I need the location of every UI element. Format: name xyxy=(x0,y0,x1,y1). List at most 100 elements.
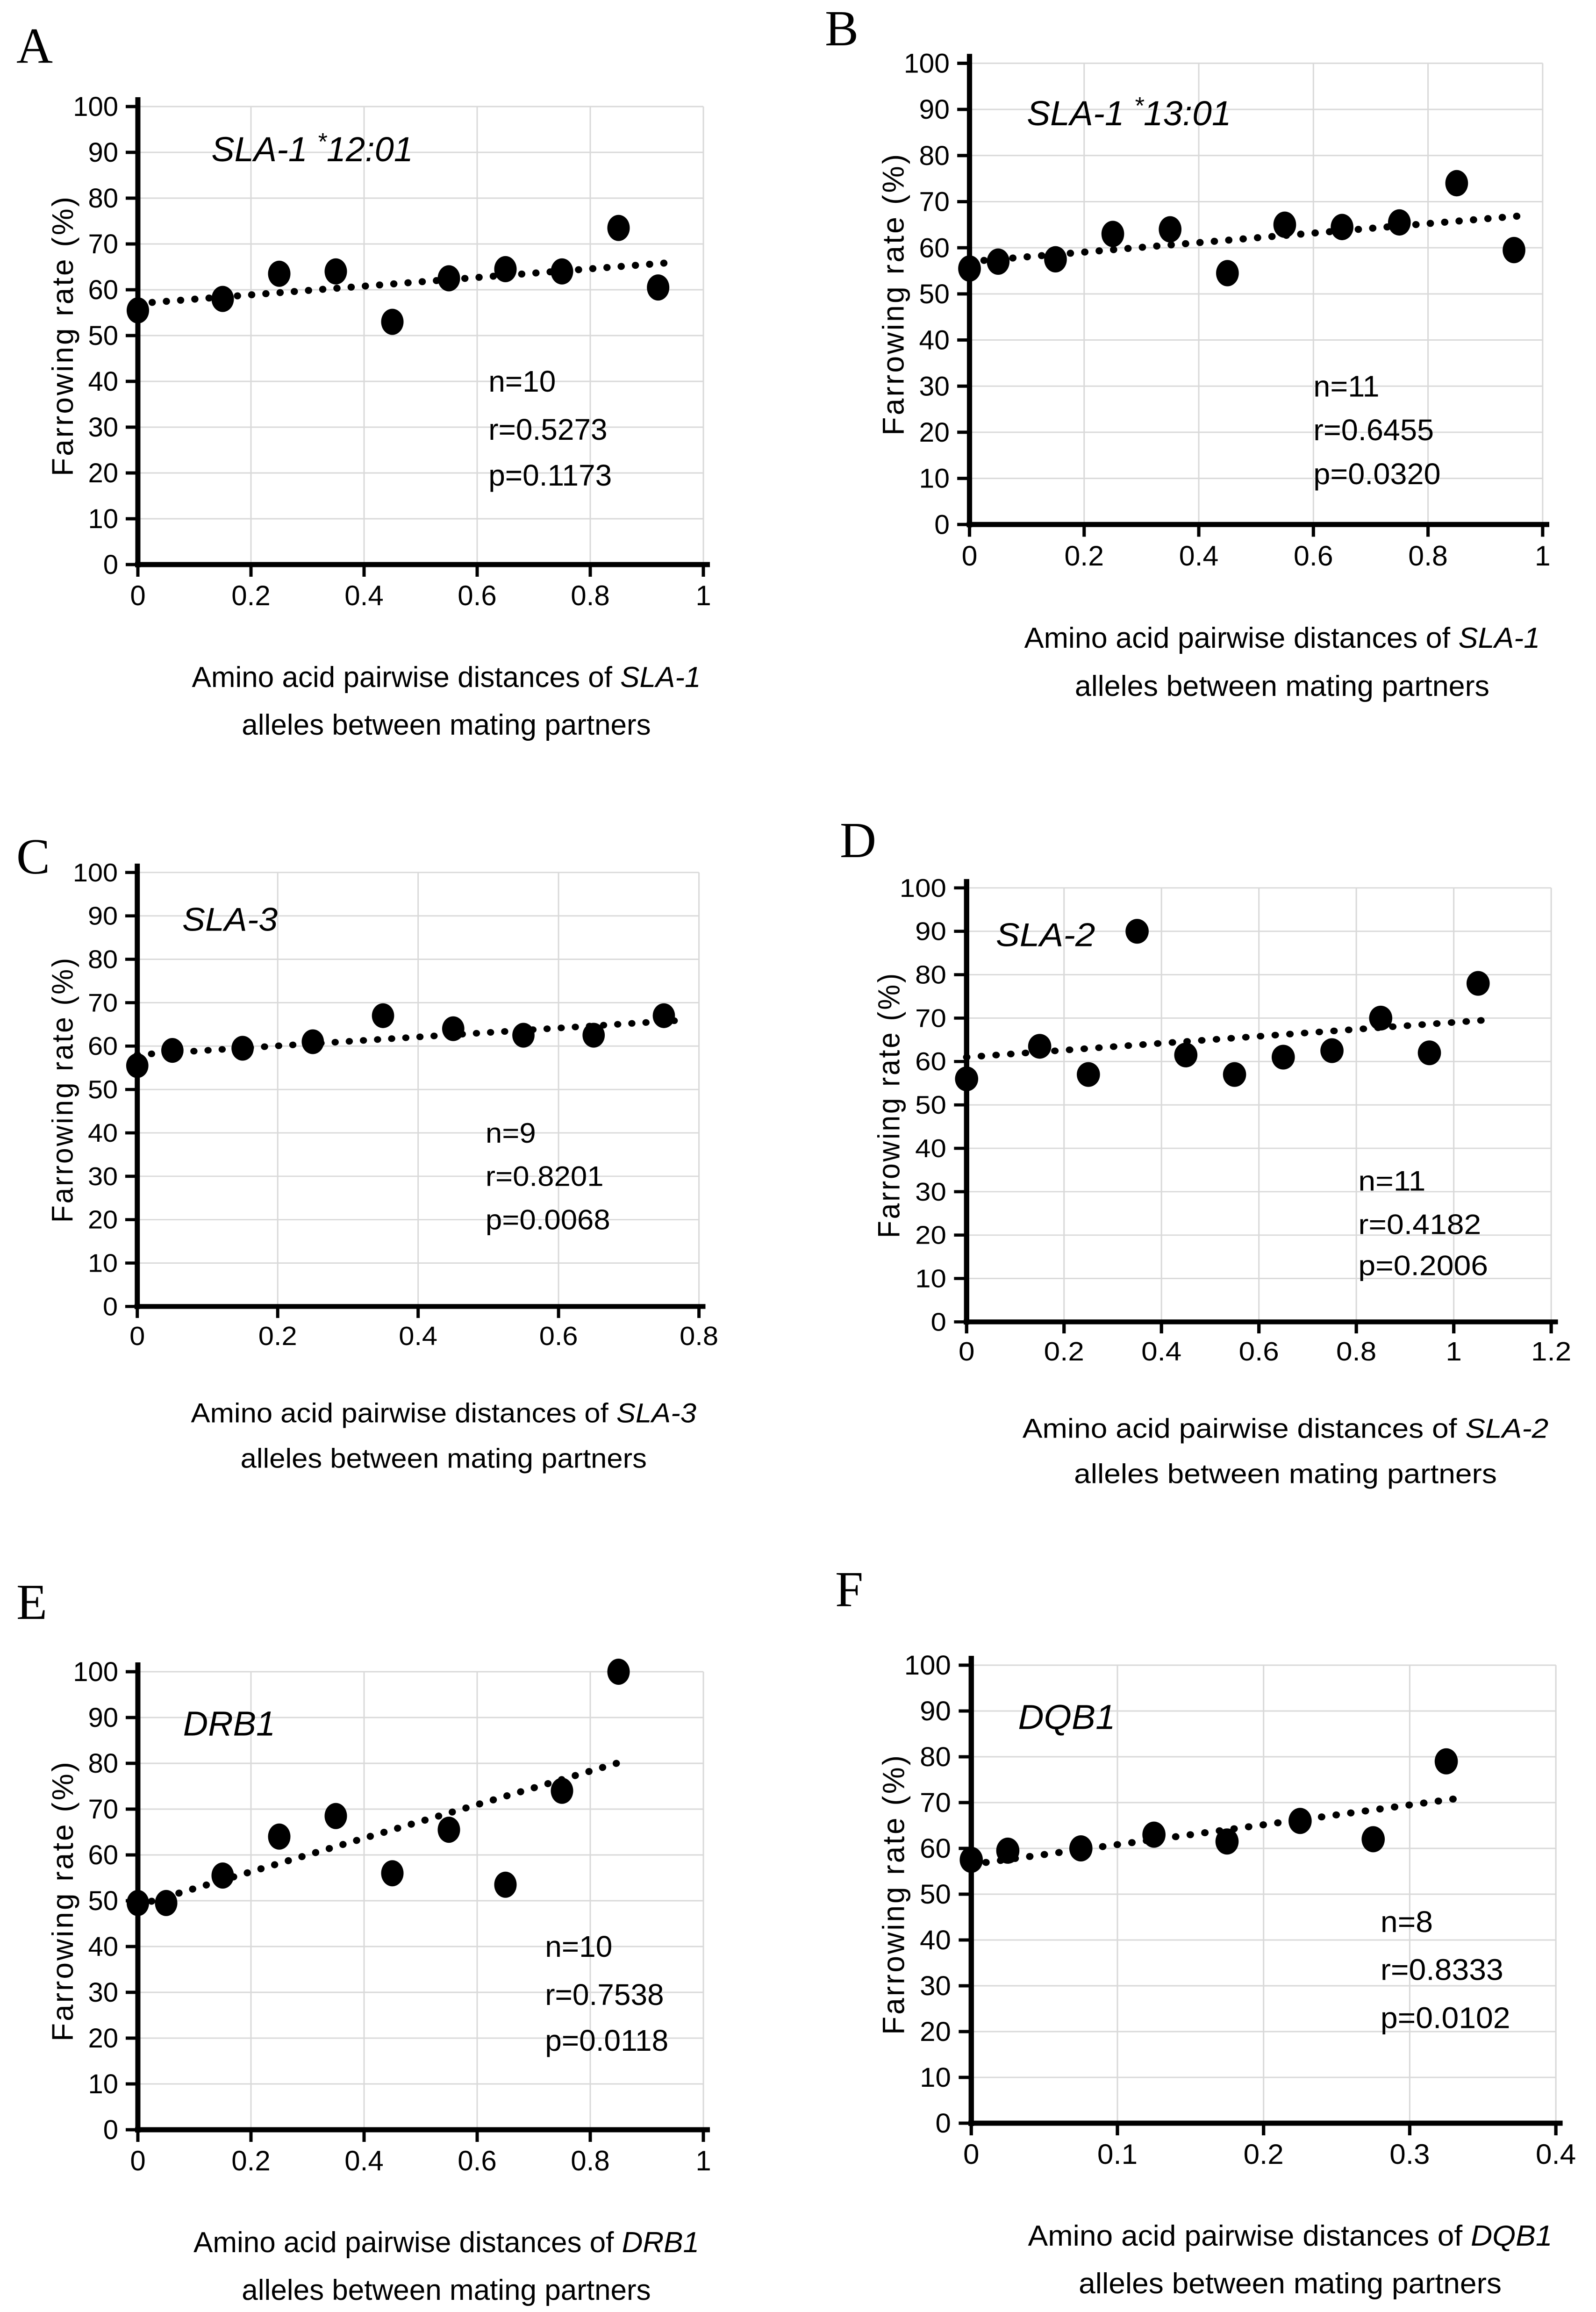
panel-letter-b: B xyxy=(825,1,859,57)
stat-label: p=0.0102 xyxy=(1381,2001,1510,2035)
x-tick-label: 0.6 xyxy=(458,2145,496,2176)
y-tick-label: 10 xyxy=(88,504,118,534)
data-point xyxy=(1159,216,1182,243)
y-tick-label: 100 xyxy=(73,92,118,122)
stat-label: r=0.8201 xyxy=(486,1161,604,1192)
x-tick-label: 1.2 xyxy=(1531,1336,1571,1366)
data-point xyxy=(1434,1748,1458,1775)
y-tick-label: 100 xyxy=(904,49,950,79)
data-point xyxy=(381,308,404,335)
data-point xyxy=(127,1890,149,1916)
y-tick-label: 0 xyxy=(930,1308,946,1337)
x-tick-label: 0 xyxy=(130,580,145,611)
data-point xyxy=(1142,1821,1166,1848)
data-point xyxy=(231,1036,254,1061)
y-tick-label: 60 xyxy=(920,1834,951,1864)
y-tick-label: 80 xyxy=(920,1742,951,1772)
stat-label: r=0.5273 xyxy=(488,413,607,446)
y-tick-label: 20 xyxy=(920,2017,951,2047)
x-axis-label-line2: alleles between mating partners xyxy=(242,709,651,741)
gridlines xyxy=(138,1671,704,2130)
scatter-chart-sla1-1201: 0 10 20 30 40 50 60 70 80 90 100 0 0.2 0.4 0.6 0.8 1 Farr… xyxy=(51,79,743,747)
stat-label: n=11 xyxy=(1358,1166,1425,1197)
y-tick-label: 80 xyxy=(88,945,118,973)
data-point xyxy=(1320,1038,1344,1063)
panel-letter-f: F xyxy=(835,1562,864,1618)
y-tick-label: 30 xyxy=(915,1178,946,1206)
y-tick-label: 0 xyxy=(103,550,118,580)
data-point xyxy=(607,1659,630,1685)
data-point xyxy=(1417,1040,1441,1066)
data-point xyxy=(1028,1034,1052,1059)
axes: 0 10 20 30 40 50 60 70 80 90 100 0 0.2 0.4 0.6 0.8 1 xyxy=(73,92,711,611)
x-tick-label: 1 xyxy=(1535,540,1551,572)
y-tick-label: 70 xyxy=(915,1004,946,1033)
y-tick-label: 10 xyxy=(920,2063,951,2093)
data-point xyxy=(155,1890,178,1916)
scatter-plot-svg: 0 10 20 30 40 50 60 70 80 90 100 0 0.2 0.4 0.6 0.8 1 Farr… xyxy=(51,1657,711,2306)
x-tick-label: 0.3 xyxy=(1389,2139,1430,2170)
trend-line xyxy=(966,212,1529,265)
scatter-chart-sla1-1301: 0 10 20 30 40 50 60 70 80 90 100 0 0.2 0.4 0.6 0.8 1 Farr… xyxy=(882,35,1583,708)
panel-d: D 0 10 20 30 40 50 60 70 80 90 100 0 0.2 0.4 0.6 0.8 1 1.… xyxy=(798,776,1596,1538)
x-tick-label: 0 xyxy=(963,2139,979,2170)
data-point xyxy=(442,1016,465,1041)
scatter-plot-svg: 0 10 20 30 40 50 60 70 80 90 100 0 0.2 0.4 0.6 0.8 1 Farr… xyxy=(882,49,1551,702)
data-point xyxy=(959,1847,983,1873)
data-point xyxy=(551,1777,573,1804)
y-axis-label: Farrowing rate (%) xyxy=(51,1760,79,2041)
gridlines xyxy=(138,106,704,565)
data-point xyxy=(126,1053,149,1078)
x-tick-label: 0.2 xyxy=(258,1321,297,1351)
data-point xyxy=(268,260,291,287)
y-tick-label: 10 xyxy=(88,1249,118,1277)
y-tick-label: 10 xyxy=(915,1265,946,1293)
y-tick-label: 100 xyxy=(73,858,118,887)
stat-label: r=0.8333 xyxy=(1381,1953,1503,1987)
panel-a: A 0 10 20 30 40 50 60 70 80 90 100 0 0.2 0.4 0.6 0.8 1 Fa… xyxy=(0,0,798,776)
y-tick-label: 30 xyxy=(919,372,950,402)
data-point xyxy=(1174,1042,1198,1067)
y-tick-label: 70 xyxy=(88,988,118,1017)
data-point xyxy=(1125,919,1149,944)
y-tick-label: 90 xyxy=(88,1703,118,1733)
x-tick-label: 0.6 xyxy=(539,1321,578,1351)
scatter-chart-sla2: 0 10 20 30 40 50 60 70 80 90 100 0 0.2 0.4 0.6 0.8 1 1.2 F… xyxy=(877,861,1592,1495)
y-tick-label: 70 xyxy=(88,1794,118,1825)
scatter-plot-svg: 0 10 20 30 40 50 60 70 80 90 100 0 0.1 0.2 0.3 0.4 Farro… xyxy=(882,1651,1576,2300)
panel-letter-d: D xyxy=(840,813,876,868)
stat-label: p=0.0118 xyxy=(545,2024,668,2057)
y-tick-label: 80 xyxy=(915,961,946,989)
data-point xyxy=(437,1817,460,1843)
data-point xyxy=(1223,1062,1246,1087)
stat-label: p=0.2006 xyxy=(1358,1250,1488,1281)
y-tick-label: 40 xyxy=(919,325,950,356)
y-tick-label: 60 xyxy=(915,1048,946,1076)
x-tick-label: 0.8 xyxy=(680,1321,718,1351)
data-point xyxy=(1216,260,1239,286)
stat-label: n=8 xyxy=(1381,1905,1433,1939)
data-point xyxy=(582,1023,605,1048)
x-tick-label: 0 xyxy=(962,540,978,572)
panel-f: F 0 10 20 30 40 50 60 70 80 90 100 0 0.1 0.2 0.3 0.4 Far… xyxy=(798,1538,1596,2300)
y-axis-label: Farrowing rate (%) xyxy=(51,956,79,1223)
chart-title: SLA-3 xyxy=(182,902,278,938)
panel-letter-a: A xyxy=(16,18,53,74)
y-tick-label: 0 xyxy=(935,2109,951,2139)
data-point xyxy=(1215,1828,1239,1855)
stat-label: p=0.1173 xyxy=(488,458,612,492)
x-tick-label: 0.6 xyxy=(458,580,496,611)
data-point xyxy=(607,215,630,241)
y-tick-label: 70 xyxy=(919,187,950,217)
data-points xyxy=(959,1748,1458,1873)
y-tick-label: 60 xyxy=(88,1031,118,1060)
panel-e: E 0 10 20 30 40 50 60 70 80 90 100 0 0.2 0.4 0.6 0.8 1 Fa… xyxy=(0,1538,798,2307)
x-axis-label-line1: Amino acid pairwise distances of SLA-1 xyxy=(192,661,701,694)
stat-label: n=10 xyxy=(488,365,556,398)
y-tick-label: 0 xyxy=(103,2115,118,2145)
data-point xyxy=(1273,211,1296,238)
stat-label: p=0.0068 xyxy=(486,1204,610,1236)
y-tick-label: 60 xyxy=(919,233,950,263)
y-tick-label: 0 xyxy=(103,1292,118,1321)
y-tick-label: 40 xyxy=(920,1925,951,1955)
